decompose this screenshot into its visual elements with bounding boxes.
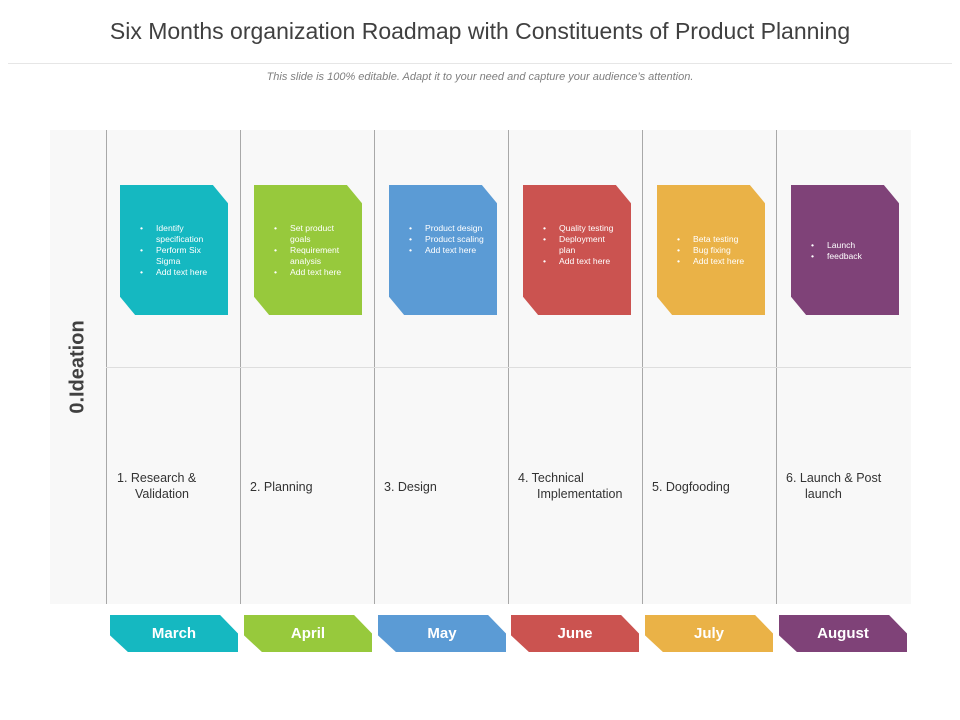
slide-title: Six Months organization Roadmap with Con… [109, 18, 851, 44]
card-april: Set product goals Requirement analysis A… [254, 185, 362, 315]
card-list: Quality testing Deployment plan Add text… [543, 223, 619, 267]
card-august: Launch feedback [791, 185, 899, 315]
card-item: Deployment plan [543, 234, 619, 256]
card-june: Quality testing Deployment plan Add text… [523, 185, 631, 315]
card-list: Identify specification Perform Six Sigma… [140, 223, 216, 278]
card-item: Add text here [543, 256, 619, 267]
card-item: Add text here [677, 256, 753, 267]
phase-line: 4. Technical [518, 471, 584, 485]
title-divider [8, 63, 952, 64]
phase-line: Implementation [537, 487, 623, 501]
card-item: Add text here [409, 245, 485, 256]
row-label-container: 0.Ideation [50, 130, 106, 604]
month-tab-april: April [244, 615, 372, 652]
card-item: Add text here [140, 267, 216, 278]
card-item: Product scaling [409, 234, 485, 245]
card-list: Set product goals Requirement analysis A… [274, 223, 350, 278]
card-list: Beta testing Bug fixing Add text here [677, 234, 753, 267]
phase-label-planning: 2. Planning [250, 479, 313, 495]
card-item: Launch [811, 240, 887, 251]
phase-label-technical: 4. Technical Implementation [518, 470, 622, 502]
card-item: Beta testing [677, 234, 753, 245]
card-item: Identify specification [140, 223, 216, 245]
card-list: Product design Product scaling Add text … [409, 223, 485, 256]
card-july: Beta testing Bug fixing Add text here [657, 185, 765, 315]
phase-line: 5. Dogfooding [652, 480, 730, 494]
phase-label-dogfooding: 5. Dogfooding [652, 479, 730, 495]
phase-line: 1. Research & [117, 471, 197, 485]
card-item: Product design [409, 223, 485, 234]
card-list: Launch feedback [811, 240, 887, 262]
card-march: Identify specification Perform Six Sigma… [120, 185, 228, 315]
card-item: feedback [811, 251, 887, 262]
month-tab-june: June [511, 615, 639, 652]
phase-line: 6. Launch & Post [786, 471, 882, 485]
phase-line: Validation [135, 487, 189, 501]
row-divider [106, 367, 911, 368]
slide-subtitle: This slide is 100% editable. Adapt it to… [266, 71, 694, 83]
card-may: Product design Product scaling Add text … [389, 185, 497, 315]
row-label: 0.Ideation [66, 320, 89, 414]
phase-line: 3. Design [384, 480, 437, 494]
card-item: Perform Six Sigma [140, 245, 216, 267]
card-item: Requirement analysis [274, 245, 350, 267]
phase-line: 2. Planning [250, 480, 313, 494]
card-item: Set product goals [274, 223, 350, 245]
month-tab-march: March [110, 615, 238, 652]
month-tab-may: May [378, 615, 506, 652]
month-tab-august: August [779, 615, 907, 652]
phase-line: launch [805, 487, 842, 501]
phase-label-design: 3. Design [384, 479, 437, 495]
card-item: Add text here [274, 267, 350, 278]
phase-label-research: 1. Research & Validation [117, 470, 196, 502]
card-item: Quality testing [543, 223, 619, 234]
month-tab-july: July [645, 615, 773, 652]
card-item: Bug fixing [677, 245, 753, 256]
phase-label-launch: 6. Launch & Post launch [786, 470, 881, 502]
